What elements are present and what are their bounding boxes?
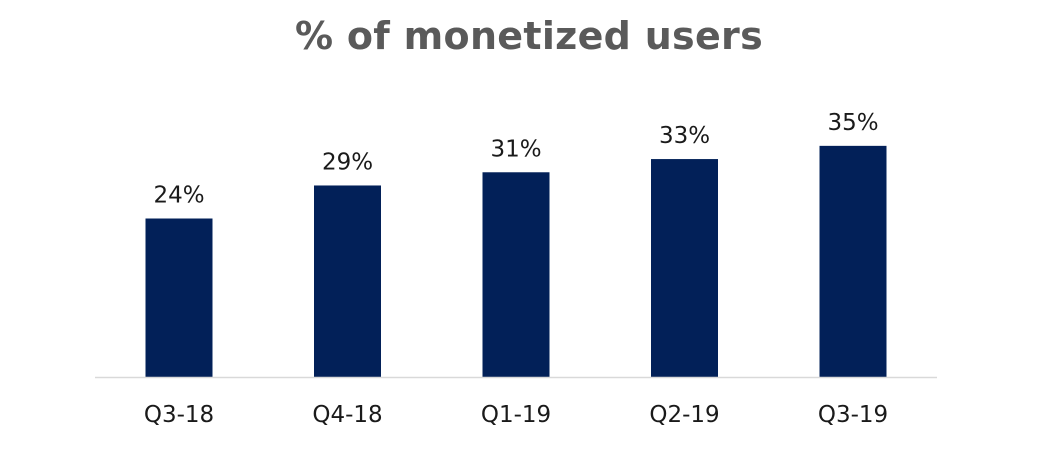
x-tick-label-q1-19: Q1-19	[481, 402, 551, 428]
x-tick-label-q3-18: Q3-18	[144, 402, 214, 428]
labels-layer: 24% Q3-18 29% Q4-18 31% Q1-19 33% Q2-19 35% Q3-19	[144, 110, 888, 428]
bars-layer	[145, 145, 887, 377]
x-tick-label-q4-18: Q4-18	[312, 402, 382, 428]
bar-q4-18	[314, 185, 381, 377]
bar-q2-19	[651, 159, 718, 377]
data-label-q1-19: 31%	[490, 136, 541, 162]
chart-title: % of monetized users	[294, 14, 763, 58]
x-tick-label-q2-19: Q2-19	[649, 402, 719, 428]
bar-q1-19	[482, 172, 550, 377]
data-label-q3-19: 35%	[827, 110, 878, 136]
data-label-q4-18: 29%	[322, 149, 373, 175]
data-label-q2-19: 33%	[659, 123, 710, 149]
data-label-q3-18: 24%	[153, 183, 204, 209]
bar-q3-19	[819, 145, 887, 377]
x-tick-label-q3-19: Q3-19	[818, 402, 888, 428]
bar-q3-18	[145, 218, 213, 377]
